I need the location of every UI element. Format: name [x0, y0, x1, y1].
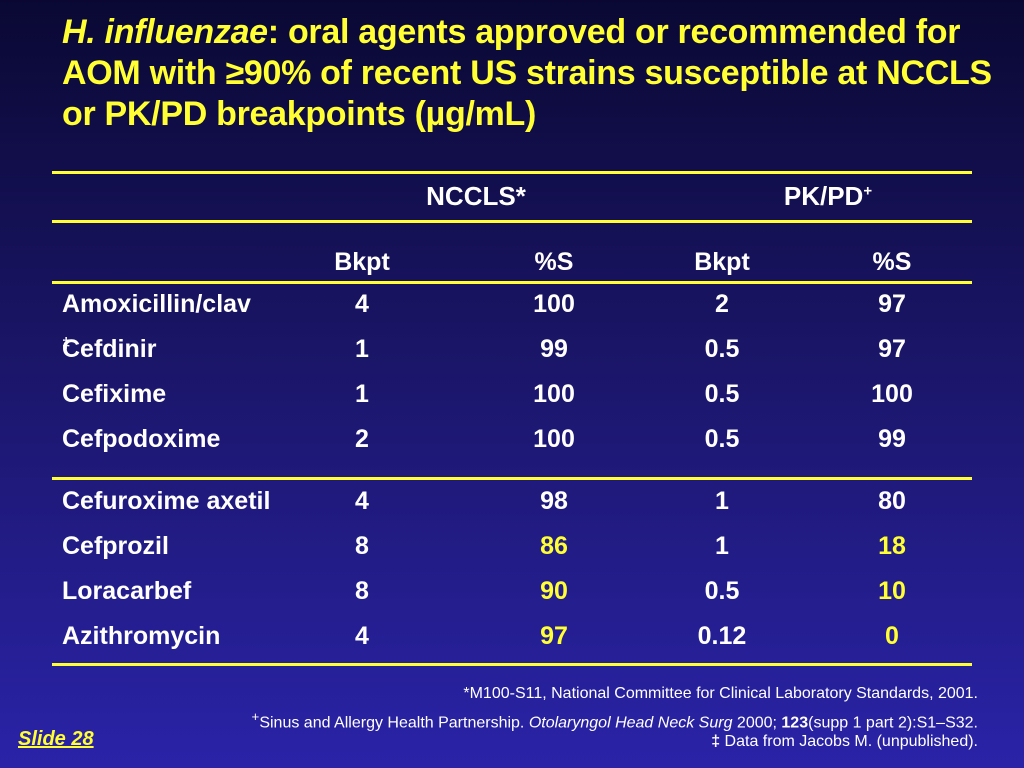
nccls-bkpt: 1 [355, 335, 369, 363]
table-row: Amoxicillin/clav 4 100 2 97 [0, 290, 1024, 334]
footnote-mark: * [463, 685, 470, 702]
column-header-rule [52, 281, 972, 284]
table-row: Azithromycin 4 97 0.12 0 [0, 622, 1024, 666]
footnote-mark: + [251, 709, 260, 724]
footnote-text: Sinus and Allergy Health Partnership. [259, 714, 529, 732]
nccls-susceptible: 100 [533, 425, 575, 453]
group-header-rule [52, 220, 972, 223]
table-bottom-rule [52, 663, 972, 666]
pkpd-bkpt: 1 [715, 487, 729, 515]
drug-footnote-mark: ‡ [62, 335, 71, 352]
pkpd-susceptible: 80 [878, 487, 906, 515]
drug-name: Amoxicillin/clav [62, 290, 251, 318]
nccls-susceptible: 98 [540, 487, 568, 515]
footnote-journal: Otolaryngol Head Neck Surg [528, 714, 733, 732]
footnote-sinus-allergy: +Sinus and Allergy Health Partnership. O… [252, 709, 978, 732]
pkpd-susceptible-highlight: 18 [878, 532, 906, 560]
drug-name: Cefdinir ‡ [62, 335, 156, 364]
title-organism: H. influenzae [62, 13, 268, 51]
table-row: Cefdinir ‡ 1 99 0.5 97 [0, 335, 1024, 379]
nccls-susceptible: 100 [533, 290, 575, 318]
pkpd-susceptible: 97 [878, 290, 906, 318]
footnote-pages: (supp 1 part 2):S1–S32. [808, 714, 978, 732]
drug-name: Cefuroxime axetil [62, 487, 271, 515]
table-row: Cefpodoxime 2 100 0.5 99 [0, 425, 1024, 469]
pkpd-susceptible: 99 [878, 425, 906, 453]
pkpd-susceptible-highlight: 0 [885, 622, 899, 650]
nccls-bkpt: 1 [355, 380, 369, 408]
table-row: Cefixime 1 100 0.5 100 [0, 380, 1024, 424]
slide-number-link[interactable]: Slide 28 [18, 728, 94, 750]
col-header-nccls-bkpt: Bkpt [334, 248, 390, 276]
pkpd-bkpt: 0.5 [704, 577, 740, 605]
nccls-bkpt: 8 [355, 532, 369, 560]
footnote-text: Data from Jacobs M. (unpublished). [720, 733, 978, 750]
nccls-susceptible-highlight: 86 [540, 532, 568, 560]
nccls-bkpt: 8 [355, 577, 369, 605]
pkpd-bkpt: 0.12 [697, 622, 747, 650]
footnote-mark: ‡ [711, 733, 721, 750]
drug-name: Cefprozil [62, 532, 169, 560]
footnote-year: 2000; [732, 714, 782, 732]
pkpd-bkpt: 0.5 [704, 335, 740, 363]
table-row: Cefuroxime axetil 4 98 1 80 [0, 487, 1024, 531]
slide-title: H. influenzae: oral agents approved or r… [62, 12, 1002, 135]
nccls-bkpt: 4 [355, 290, 369, 318]
drug-name: Azithromycin [62, 622, 221, 650]
footnote-jacobs: ‡ Data from Jacobs M. (unpublished). [711, 733, 978, 751]
pkpd-bkpt: 0.5 [704, 425, 740, 453]
nccls-bkpt: 4 [355, 622, 369, 650]
col-header-pkpd-s: %S [872, 248, 912, 276]
group-header-pkpd-mark: + [863, 182, 873, 200]
pkpd-bkpt: 0.5 [704, 380, 740, 408]
footnote-nccls: *M100-S11, National Committee for Clinic… [463, 685, 978, 703]
group-header-pkpd-label: PK/PD [783, 181, 864, 211]
nccls-bkpt: 2 [355, 425, 369, 453]
footnote-volume: 123 [781, 714, 809, 732]
pkpd-bkpt: 2 [715, 290, 729, 318]
group-header-nccls: NCCLS* [426, 181, 526, 211]
pkpd-susceptible-highlight: 10 [878, 577, 906, 605]
nccls-susceptible: 100 [533, 380, 575, 408]
pkpd-bkpt: 1 [715, 532, 729, 560]
col-header-nccls-s: %S [534, 248, 574, 276]
nccls-susceptible-highlight: 90 [540, 577, 568, 605]
pkpd-susceptible: 97 [878, 335, 906, 363]
nccls-bkpt: 4 [355, 487, 369, 515]
footnote-text: M100-S11, National Committee for Clinica… [469, 685, 978, 702]
group-header-pkpd: PK/PD+ [718, 181, 938, 212]
nccls-susceptible: 99 [540, 335, 568, 363]
nccls-susceptible-highlight: 97 [540, 622, 568, 650]
col-header-pkpd-bkpt: Bkpt [694, 248, 750, 276]
drug-name-text: Cefdinir [62, 335, 157, 363]
table-row: Loracarbef 8 90 0.5 10 [0, 577, 1024, 621]
drug-name: Cefixime [62, 380, 167, 408]
pkpd-susceptible: 100 [871, 380, 913, 408]
title-text: : oral agents approved or recommended fo… [62, 13, 992, 133]
drug-name: Loracarbef [62, 577, 192, 605]
group-divider-rule [52, 477, 972, 480]
table-row: Cefprozil 8 86 1 18 [0, 532, 1024, 576]
drug-name: Cefpodoxime [62, 425, 221, 453]
table-top-rule [52, 171, 972, 174]
